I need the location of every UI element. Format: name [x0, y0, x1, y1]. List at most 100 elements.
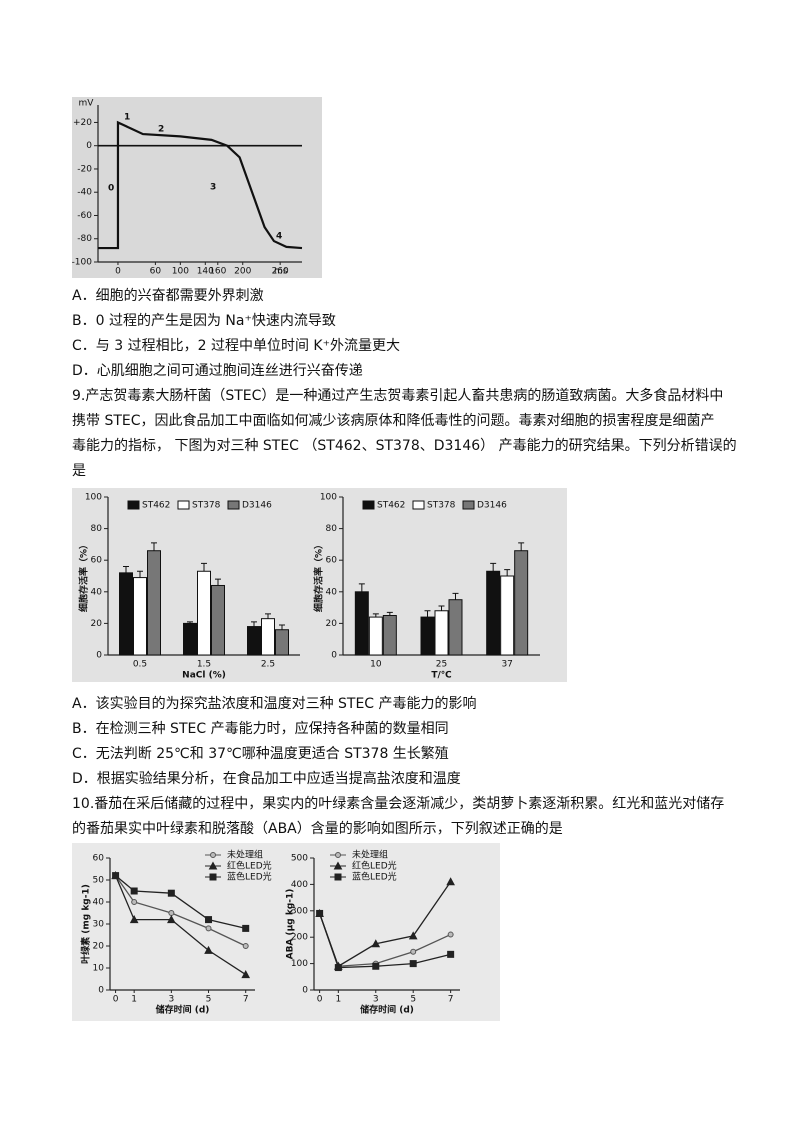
y-tick-label: 10 [93, 964, 105, 974]
error-bar [123, 566, 129, 573]
bar [514, 550, 529, 656]
y-tick-label: +20 [73, 118, 92, 128]
marker [130, 887, 138, 895]
x-axis-label: 储存时间 (d) [156, 1004, 210, 1016]
error-bar [187, 621, 193, 624]
error-bar [452, 592, 459, 600]
x-tick-label: 7 [243, 995, 249, 1005]
y-tick-label: 20 [93, 942, 105, 952]
y-axis-label: 叶绿素 (mg kg-1) [80, 884, 92, 964]
bar [486, 570, 501, 656]
error-bar [358, 583, 365, 592]
error-bar [372, 613, 379, 618]
marker [204, 945, 213, 954]
legend-label: 蓝色LED光 [352, 871, 397, 883]
x-tick-label: 60 [150, 267, 162, 277]
bar [382, 615, 397, 656]
question-stem: 的番茄果实中叶绿素和脱落酸（ABA）含量的影响如图所示，下列叙述正确的是 [72, 821, 563, 837]
option: D．心肌细胞之间可通过胞间连丝进行兴奋传递 [72, 363, 363, 379]
axis-unit: mV [79, 99, 95, 109]
y-tick-label: 500 [291, 854, 308, 864]
option: C．与 3 过程相比，2 过程中单位时间 K⁺外流量更大 [72, 338, 400, 354]
marker [316, 909, 324, 917]
y-tick-label: 40 [91, 587, 103, 597]
legend-swatch [177, 500, 190, 510]
y-axis-label: 细胞存活率（%） [78, 540, 90, 612]
legend-label: ST462 [377, 501, 405, 511]
error-bar [490, 562, 497, 572]
option: C．无法判断 25℃和 37℃哪种温度更适合 ST378 生长繁殖 [72, 746, 449, 762]
y-tick-label: 0 [86, 141, 92, 151]
x-axis-label: T/℃ [431, 671, 451, 681]
marker [335, 852, 341, 858]
x-tick-label: 2.5 [261, 660, 275, 670]
marker [410, 948, 417, 955]
question-stem: 10.番茄在采后储藏的过程中，果实内的叶绿素含量会逐渐减少，类胡萝卜素逐渐积累。… [72, 796, 725, 812]
annotation: 2 [158, 125, 164, 135]
error-bar [201, 562, 207, 572]
y-tick-label: 40 [93, 898, 105, 908]
error-bar [386, 611, 393, 616]
question-stem: 毒能力的指标， 下图为对三种 STEC （ST462、ST378、D3146） … [72, 438, 737, 454]
x-tick-label: 3 [168, 995, 174, 1005]
bar [211, 584, 225, 656]
y-tick-label: 300 [291, 906, 308, 916]
y-tick-label: 80 [326, 524, 338, 534]
x-tick-label: 5 [206, 995, 212, 1005]
error-bar [251, 621, 257, 627]
y-tick-label: 0 [331, 651, 337, 661]
bar [261, 618, 275, 656]
error-bar [265, 613, 271, 619]
marker [241, 970, 251, 979]
y-tick-label: 60 [326, 556, 338, 566]
marker [208, 861, 218, 870]
legend-label: 蓝色LED光 [227, 871, 272, 883]
y-tick-label: 20 [91, 619, 103, 629]
legend-label: 红色LED光 [352, 860, 397, 872]
x-tick-label: 0 [115, 267, 121, 277]
bar [133, 577, 147, 656]
marker [446, 877, 455, 886]
legend-swatch [227, 500, 240, 510]
y-axis-label: 细胞存活率（%） [313, 540, 325, 612]
bar [368, 616, 383, 656]
bar [183, 622, 197, 656]
y-tick-label: -80 [77, 234, 92, 244]
marker [242, 943, 249, 949]
y-tick-label: 200 [291, 933, 308, 943]
annotation: 1 [124, 113, 130, 123]
marker [112, 872, 120, 880]
marker [408, 931, 418, 940]
marker [447, 931, 454, 938]
bar [448, 599, 463, 656]
x-tick-label: 160 [209, 267, 226, 277]
x-tick-label: 200 [234, 267, 251, 277]
legend-label: ST462 [142, 501, 170, 511]
question-stem: 9.产志贺毒素大肠杆菌（STEC）是一种通过产生志贺毒素引起人畜共患病的肠道致病… [72, 388, 724, 404]
legend-label: D3146 [477, 501, 507, 511]
marker [334, 964, 342, 972]
x-tick-label: 1 [335, 995, 341, 1005]
legend-label: 红色LED光 [227, 860, 272, 872]
bar [420, 616, 435, 656]
y-tick-label: 30 [93, 920, 105, 930]
y-tick-label: 100 [320, 493, 337, 503]
x-tick-label: 0 [113, 995, 119, 1005]
y-tick-label: 100 [291, 959, 308, 969]
x-tick-label: 37 [501, 660, 512, 670]
y-tick-label: 100 [85, 493, 102, 503]
y-tick-label: -20 [77, 164, 92, 174]
legend-label: 未处理组 [352, 849, 388, 861]
bar [119, 572, 133, 656]
x-tick-label: 1 [131, 995, 137, 1005]
x-tick-label: 0 [317, 995, 323, 1005]
y-tick-label: 60 [91, 556, 103, 566]
question-stem: 携带 STEC，因此食品加工中面临如何减少该病原体和降低毒性的问题。毒素对细胞的… [72, 413, 715, 429]
x-axis-label: 储存时间 (d) [360, 1004, 414, 1016]
x-tick-label: 3 [373, 995, 379, 1005]
bar [147, 550, 161, 656]
error-bar [215, 578, 221, 586]
bar [247, 626, 261, 656]
error-bar [279, 624, 285, 630]
y-tick-label: 40 [326, 587, 338, 597]
